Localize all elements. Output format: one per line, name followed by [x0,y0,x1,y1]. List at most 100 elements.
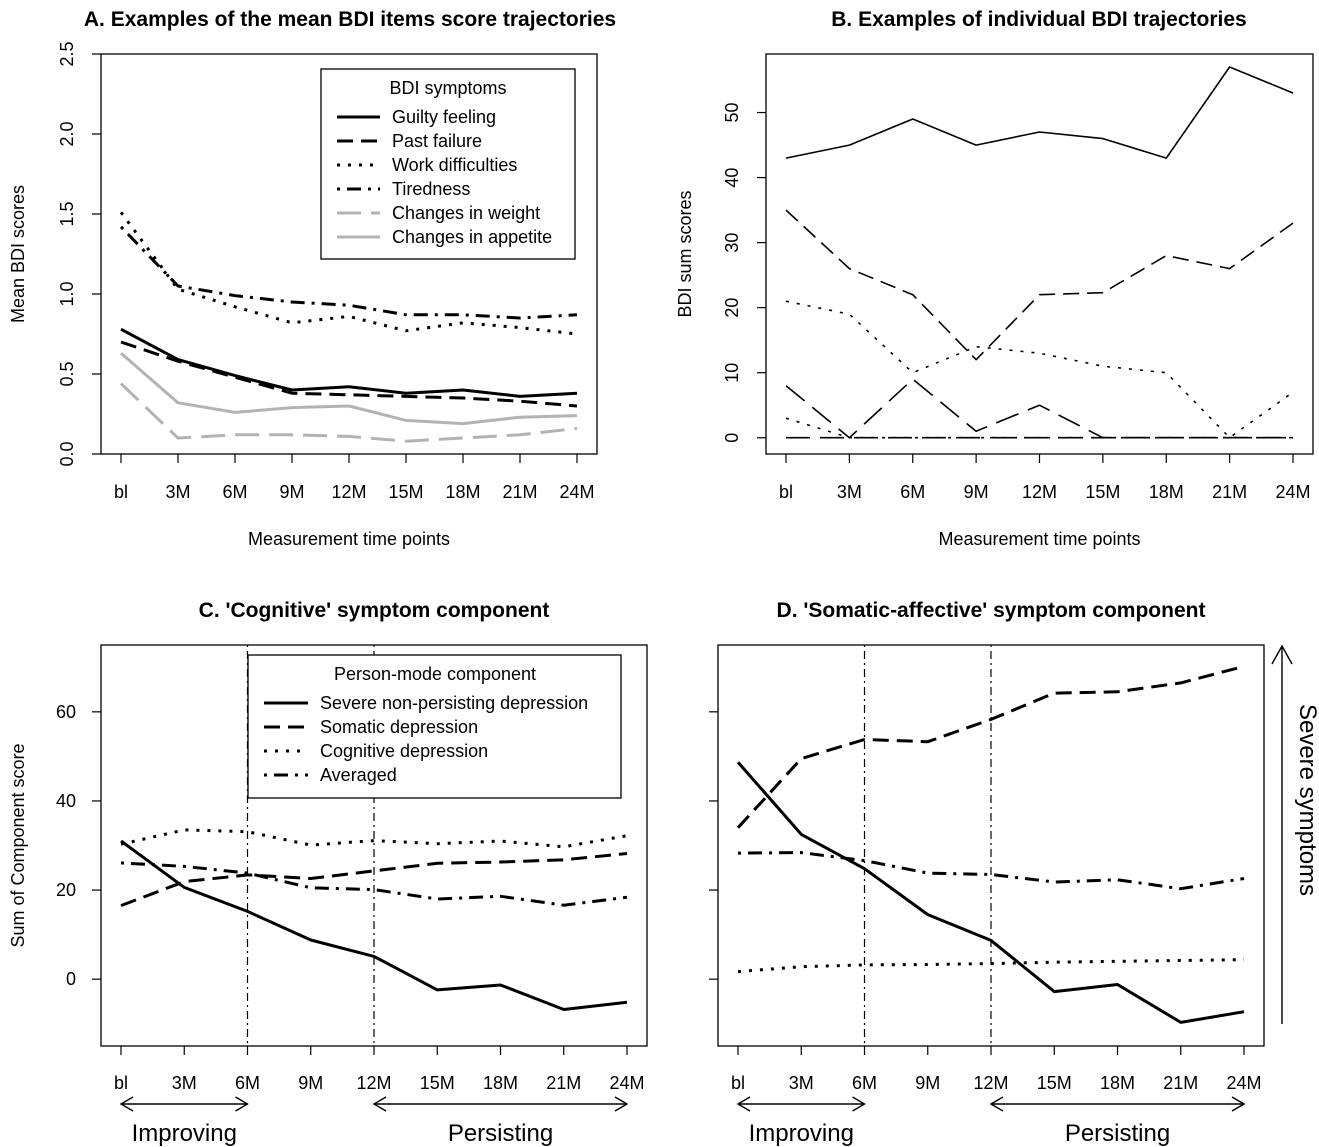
x-tick-label: 12M [1022,482,1057,502]
series-line-3 [785,378,1293,439]
y-axis-label: BDI sum scores [675,190,695,317]
series-line-5 [120,352,578,426]
legend-box [320,68,576,260]
legend-entry: Averaged [320,765,397,785]
x-axis-label: Measurement time points [248,529,450,549]
series-line-2 [737,958,1245,974]
arrow-head-left [736,1096,751,1112]
arrow-head-left [119,1096,134,1112]
x-tick-label: 18M [1100,1073,1135,1093]
y-tick-label: 50 [722,103,742,123]
x-tick-label: 9M [915,1073,940,1093]
series-line-3 [737,851,1245,891]
legend-title: BDI symptoms [389,78,506,98]
x-tick-label: 21M [546,1073,581,1093]
x-tick-label: 24M [1275,482,1310,502]
x-tick-label: bl [114,1073,128,1093]
y-tick-label: 40 [56,791,76,811]
y-tick-label: 20 [56,880,76,900]
series-line-0 [120,327,578,398]
panel-c: C. 'Cognitive' symptom component bl 3M 6M 9M… [8,599,648,1147]
y-tick-label: 2.0 [57,121,77,146]
x-tick-label: 6M [900,482,925,502]
y-tick-label: 0.5 [57,361,77,386]
series-line-0 [736,761,1245,1024]
chart-title: C. 'Cognitive' symptom component [199,599,550,622]
x-tick-label: 15M [420,1073,455,1093]
y-tick-label: 1.5 [57,201,77,226]
x-tick-label: 24M [609,1073,644,1093]
y-tick-label: 1.0 [57,281,77,306]
x-tick-label: 9M [298,1073,323,1093]
y-tick-label: 0 [66,969,76,989]
y-tick-label: 10 [722,363,742,383]
x-tick-label: 21M [1163,1073,1198,1093]
y-tick-label: 30 [722,233,742,253]
x-tick-label: 15M [388,482,423,502]
chart-title: B. Examples of individual BDI trajectori… [831,8,1246,31]
legend-box [247,654,622,799]
x-tick-label: 24M [559,482,594,502]
x-tick-label: 12M [356,1073,391,1093]
x-tick-label: 18M [483,1073,518,1093]
x-tick-label: 6M [852,1073,877,1093]
x-tick-label: 12M [331,482,366,502]
legend-entry: Somatic depression [320,717,478,737]
legend-entry: Changes in appetite [392,227,552,247]
x-tick-label: 12M [973,1073,1008,1093]
y-axis-label: Mean BDI scores [8,185,28,323]
arrow-head-right [852,1096,866,1112]
y-tick-label: 60 [56,702,76,722]
x-tick-label: 9M [964,482,989,502]
y-tick-label: 40 [722,168,742,188]
series-line-3 [120,861,628,907]
legend-entry: Tiredness [392,179,470,199]
legend-entry: Guilty feeling [392,107,496,127]
improving-label: Improving [749,1120,854,1147]
arrow-head-left [989,1096,1004,1112]
y-tick-label: 0.0 [57,441,77,466]
series-line-0 [785,66,1294,159]
y-tick-label: 20 [722,298,742,318]
improving-label: Improving [132,1120,237,1147]
series-line-4 [785,417,1293,439]
x-tick-label: 21M [502,482,537,502]
x-tick-label: 6M [222,482,247,502]
x-tick-label: 18M [445,482,480,502]
legend-entry: Severe non-persisting depression [320,693,588,713]
panel-a: A. Examples of the mean BDI items score … [8,8,616,549]
x-tick-label: bl [779,482,793,502]
x-tick-label: 6M [235,1073,260,1093]
arrow-head-right [614,1096,629,1112]
x-tick-label: 24M [1226,1073,1261,1093]
x-tick-label: 3M [789,1073,814,1093]
series-line-0 [120,839,628,1011]
x-tick-label: 9M [279,482,304,502]
persisting-label: Persisting [448,1120,553,1147]
legend-entry: Work difficulties [392,155,517,175]
persisting-label: Persisting [1065,1120,1170,1147]
arrow-head-right [235,1096,249,1112]
x-tick-label: 15M [1085,482,1120,502]
legend-title: Person-mode component [334,664,536,684]
chart-title: D. 'Somatic-affective' symptom component [777,599,1206,622]
x-tick-label: bl [731,1073,745,1093]
legend-entry: Cognitive depression [320,741,488,761]
y-tick-label: 2.5 [57,41,77,66]
series-line-1 [785,209,1294,361]
series-line-4 [119,382,578,443]
y-axis-label: Sum of Component score [8,743,28,947]
legend: Person-mode component Severe non-persisti… [247,654,622,799]
severity-arrow-head [1271,644,1293,665]
arrow-head-left [372,1096,387,1112]
y-tick-label: 0 [722,433,742,443]
series-line-1 [736,664,1245,829]
series-line-1 [120,340,578,408]
legend-entry: Past failure [392,131,482,151]
panel-b: B. Examples of individual BDI trajectori… [675,8,1314,549]
x-tick-label: 18M [1149,482,1184,502]
x-tick-label: 3M [165,482,190,502]
x-tick-label: 3M [837,482,862,502]
arrow-head-right [1231,1096,1246,1112]
panel-d: D. 'Somatic-affective' symptom component… [709,599,1319,1147]
